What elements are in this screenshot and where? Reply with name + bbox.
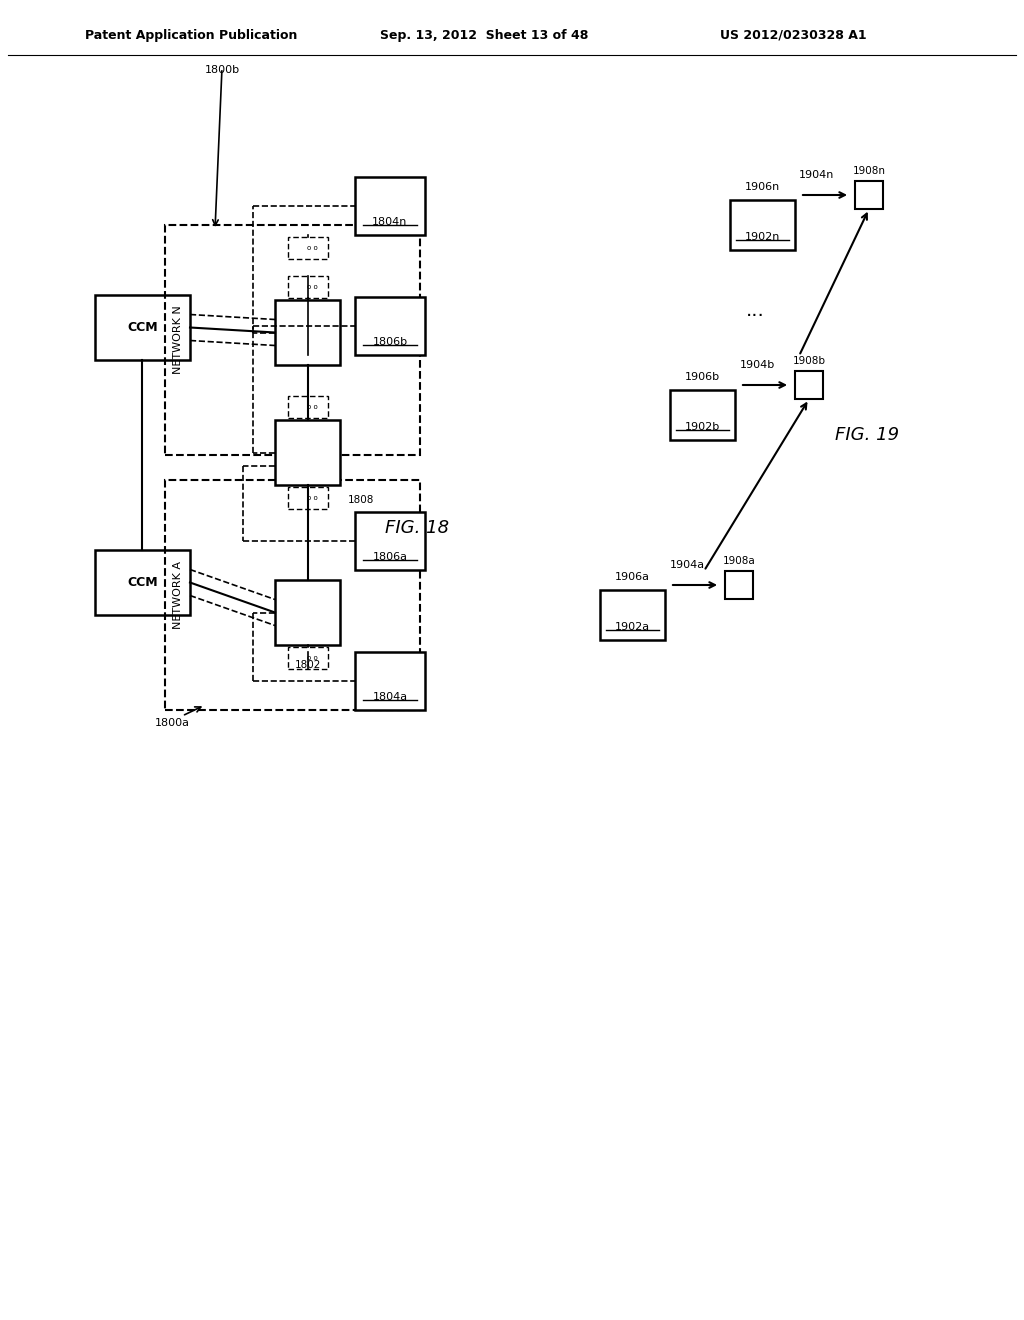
Text: o o: o o bbox=[307, 495, 317, 502]
Text: 1802: 1802 bbox=[294, 660, 321, 671]
Text: o o: o o bbox=[307, 284, 317, 290]
Bar bbox=[355, 297, 425, 355]
Text: 1902a: 1902a bbox=[615, 622, 650, 632]
Text: 1902n: 1902n bbox=[744, 232, 780, 242]
Bar bbox=[355, 177, 425, 235]
Text: CCM: CCM bbox=[127, 321, 158, 334]
Text: o o: o o bbox=[307, 246, 317, 251]
Text: 1904b: 1904b bbox=[739, 360, 774, 370]
Text: FIG. 18: FIG. 18 bbox=[385, 519, 450, 537]
Text: NETWORK N: NETWORK N bbox=[173, 306, 183, 375]
Bar bbox=[95, 550, 190, 615]
Text: ...: ... bbox=[745, 301, 764, 319]
Text: CCM: CCM bbox=[127, 576, 158, 589]
Bar bbox=[275, 579, 340, 645]
Text: NETWORK A: NETWORK A bbox=[173, 561, 183, 630]
Text: 1906b: 1906b bbox=[685, 372, 720, 381]
Text: 1800a: 1800a bbox=[155, 718, 190, 729]
Text: Patent Application Publication: Patent Application Publication bbox=[85, 29, 297, 41]
Text: o o: o o bbox=[307, 404, 317, 411]
Bar bbox=[795, 371, 823, 399]
Text: FIG. 19: FIG. 19 bbox=[835, 426, 899, 444]
Text: 1808: 1808 bbox=[348, 495, 375, 506]
Bar bbox=[165, 480, 420, 710]
Bar bbox=[855, 181, 883, 209]
Text: 1908n: 1908n bbox=[853, 166, 886, 176]
Bar bbox=[275, 300, 340, 366]
Text: 1804a: 1804a bbox=[373, 692, 408, 702]
Text: 1904a: 1904a bbox=[670, 560, 705, 570]
Text: 1800b: 1800b bbox=[205, 65, 240, 75]
Bar bbox=[288, 276, 328, 298]
Text: 1904n: 1904n bbox=[800, 170, 835, 180]
Bar bbox=[725, 572, 753, 599]
Bar bbox=[288, 238, 328, 259]
Bar bbox=[95, 294, 190, 360]
Text: Sep. 13, 2012  Sheet 13 of 48: Sep. 13, 2012 Sheet 13 of 48 bbox=[380, 29, 589, 41]
Text: o o: o o bbox=[307, 655, 317, 661]
Bar bbox=[600, 590, 665, 640]
Bar bbox=[165, 224, 420, 455]
Text: 1906a: 1906a bbox=[615, 572, 650, 582]
Text: US 2012/0230328 A1: US 2012/0230328 A1 bbox=[720, 29, 866, 41]
Bar bbox=[288, 396, 328, 418]
Text: 1902b: 1902b bbox=[685, 422, 720, 432]
Text: 1806a: 1806a bbox=[373, 552, 408, 562]
Bar bbox=[730, 201, 795, 249]
Bar bbox=[288, 647, 328, 669]
Text: 1804n: 1804n bbox=[373, 216, 408, 227]
Text: 1906n: 1906n bbox=[744, 182, 780, 191]
Text: 1908b: 1908b bbox=[793, 356, 825, 366]
Bar bbox=[355, 512, 425, 570]
Bar bbox=[355, 652, 425, 710]
Bar bbox=[670, 389, 735, 440]
Bar bbox=[288, 487, 328, 510]
Text: 1908a: 1908a bbox=[723, 556, 756, 566]
Bar bbox=[275, 420, 340, 484]
Text: 1806b: 1806b bbox=[373, 337, 408, 347]
